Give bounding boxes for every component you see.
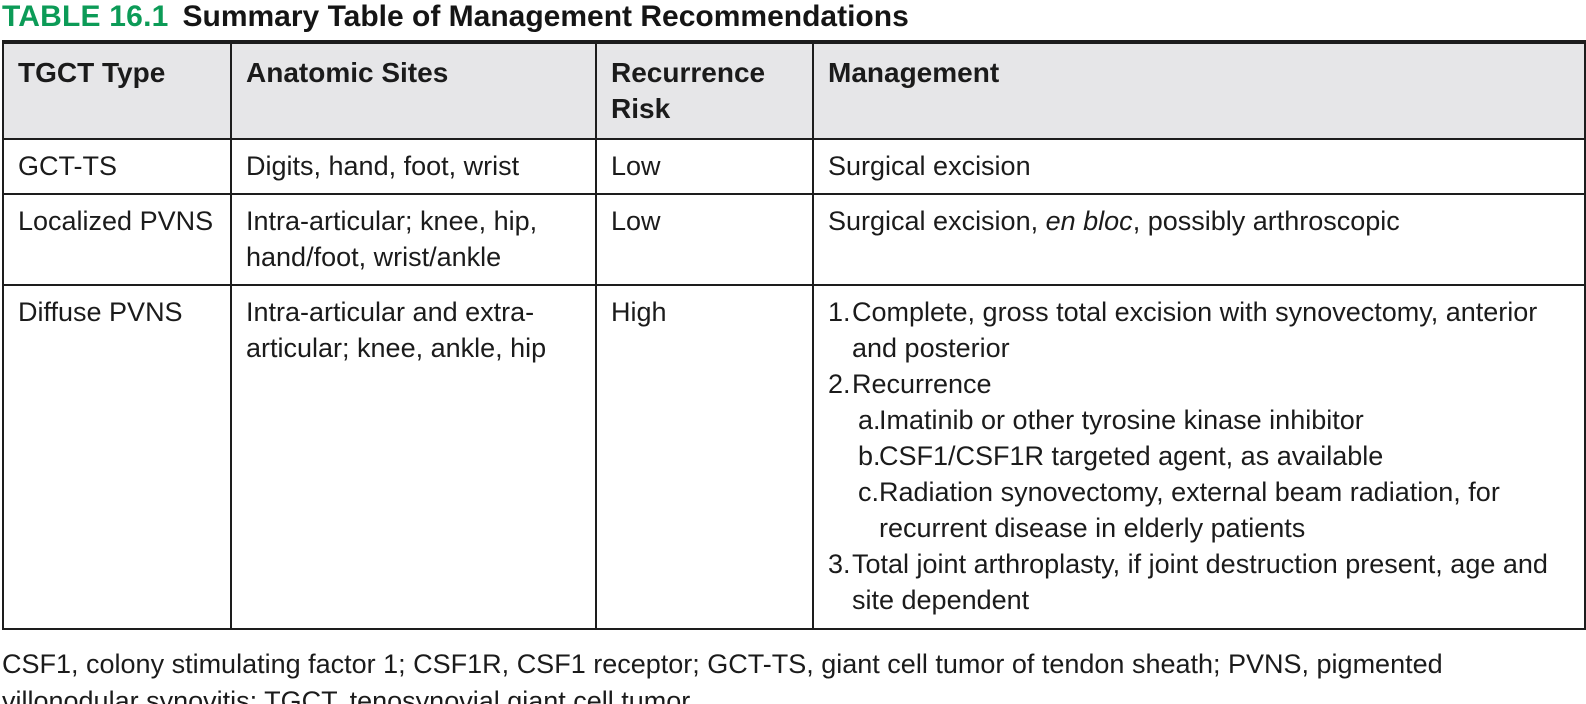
- cell-management: Surgical excision: [812, 138, 1586, 195]
- cell-management: Surgical excision, en bloc, possibly art…: [812, 193, 1586, 286]
- table-number-label: TABLE 16.1: [2, 0, 169, 33]
- list-item-text: CSF1/CSF1R targeted agent, as available: [879, 441, 1384, 471]
- management-sublist-item: b. CSF1/CSF1R targeted agent, as availab…: [858, 438, 1572, 474]
- management-list-item: 1. Complete, gross total excision with s…: [828, 294, 1572, 366]
- management-list-item: 2. Recurrence: [828, 366, 1572, 402]
- cell-tgct-type: GCT-TS: [2, 138, 232, 195]
- col-header-management: Management: [812, 41, 1586, 140]
- management-text-italic: en bloc: [1045, 206, 1133, 236]
- cell-anatomic-sites: Intra-articular; knee, hip, hand/foot, w…: [230, 193, 597, 286]
- col-header-anatomic-sites: Anatomic Sites: [230, 41, 597, 140]
- col-header-tgct-type: TGCT Type: [2, 41, 232, 140]
- list-item-text: Imatinib or other tyrosine kinase inhibi…: [879, 405, 1364, 435]
- management-recommendations-table: TGCT Type Anatomic Sites Recurrence Risk…: [2, 40, 1586, 630]
- header-row: TGCT Type Anatomic Sites Recurrence Risk…: [2, 41, 1586, 140]
- col-header-recurrence-risk: Recurrence Risk: [595, 41, 814, 140]
- table-title-text: Summary Table of Management Recommendati…: [182, 0, 909, 33]
- cell-anatomic-sites: Digits, hand, foot, wrist: [230, 138, 597, 195]
- management-text-prefix: Surgical excision,: [828, 206, 1046, 236]
- management-sublist-item: a. Imatinib or other tyrosine kinase inh…: [858, 402, 1572, 438]
- table-caption: TABLE 16.1 Summary Table of Management R…: [0, 0, 1586, 40]
- cell-recurrence-risk: High: [595, 284, 814, 630]
- cell-anatomic-sites: Intra-articular and extra-articular; kne…: [230, 284, 597, 630]
- management-list-item: 3. Total joint arthroplasty, if joint de…: [828, 546, 1572, 618]
- list-marker: a.: [858, 405, 881, 435]
- cell-recurrence-risk: Low: [595, 193, 814, 286]
- management-text-suffix: , possibly arthroscopic: [1132, 206, 1400, 236]
- list-marker: c.: [858, 477, 880, 507]
- management-sublist-item: c. Radiation synovectomy, external beam …: [858, 474, 1572, 546]
- cell-tgct-type: Localized PVNS: [2, 193, 232, 286]
- list-marker: 1.: [828, 297, 851, 327]
- list-item-text: Total joint arthroplasty, if joint destr…: [852, 549, 1548, 615]
- list-item-text: Radiation synovectomy, external beam rad…: [879, 477, 1500, 543]
- list-item-text: Recurrence: [852, 369, 992, 399]
- cell-management: 1. Complete, gross total excision with s…: [812, 284, 1586, 630]
- list-marker: 3.: [828, 549, 851, 579]
- list-marker: 2.: [828, 369, 851, 399]
- list-marker: b.: [858, 441, 881, 471]
- cell-recurrence-risk: Low: [595, 138, 814, 195]
- table-row-diffuse-pvns: Diffuse PVNS Intra-articular and extra-a…: [2, 284, 1586, 630]
- table-row-localized-pvns: Localized PVNS Intra-articular; knee, hi…: [2, 193, 1586, 286]
- cell-tgct-type: Diffuse PVNS: [2, 284, 232, 630]
- table-footnote: CSF1, colony stimulating factor 1; CSF1R…: [2, 649, 1443, 704]
- table-row-gct-ts: GCT-TS Digits, hand, foot, wrist Low Sur…: [2, 138, 1586, 195]
- list-item-text: Complete, gross total excision with syno…: [852, 297, 1538, 363]
